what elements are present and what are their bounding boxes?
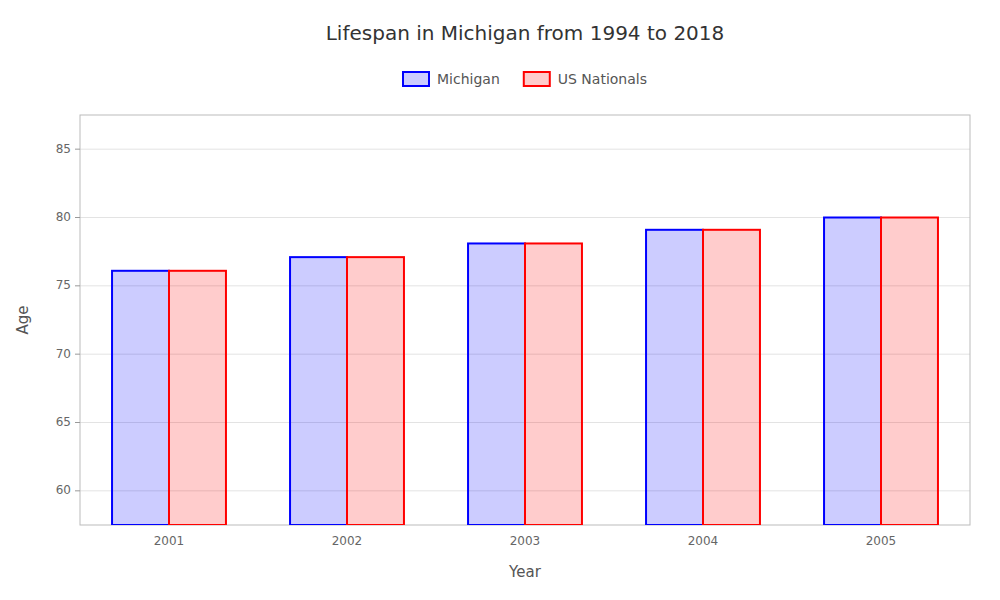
bar <box>290 257 347 525</box>
chart-container: 60 65 70 75 80 85 2001 2002 2003 2004 2005 Lifespan… <box>0 0 1000 600</box>
bar <box>703 230 760 525</box>
legend-label: Michigan <box>437 71 500 87</box>
x-tick-label: 2002 <box>332 534 363 548</box>
bar <box>112 271 169 525</box>
bar <box>525 243 582 525</box>
x-tick-label: 2003 <box>510 534 541 548</box>
chart: 60 65 70 75 80 85 2001 2002 2003 2004 2005 Lifespan… <box>0 0 1000 600</box>
y-tick <box>75 354 80 355</box>
y-tick-label: 70 <box>56 347 71 361</box>
bar <box>169 271 226 525</box>
title: Lifespan in Michigan from 1994 to 2018 <box>326 21 725 45</box>
legend-label: US Nationals <box>558 71 647 87</box>
y-tick <box>75 149 80 150</box>
x-tick-label: 2005 <box>866 534 897 548</box>
legend-swatch <box>403 72 429 86</box>
y-axis-label: Age <box>14 305 32 334</box>
y-tick <box>75 490 80 491</box>
y-tick-label: 75 <box>56 278 71 292</box>
y-tick-label: 65 <box>56 415 71 429</box>
bar <box>824 218 881 526</box>
x-tick-label: 2001 <box>154 534 185 548</box>
bar <box>347 257 404 525</box>
bar <box>468 243 525 525</box>
plot-frame <box>80 115 970 525</box>
y-tick-label: 60 <box>56 483 71 497</box>
legend: Michigan US Nationals <box>403 71 647 87</box>
legend-item: Michigan <box>403 71 500 87</box>
bars <box>112 218 938 526</box>
y-tick-label: 85 <box>56 142 71 156</box>
legend-swatch <box>524 72 550 86</box>
x-axis: 2001 2002 2003 2004 2005 <box>154 534 897 548</box>
y-tick <box>75 285 80 286</box>
y-tick <box>75 422 80 423</box>
series <box>112 218 881 526</box>
x-tick-label: 2004 <box>688 534 719 548</box>
y-axis: 60 65 70 75 80 85 <box>56 142 80 498</box>
y-tick <box>75 217 80 218</box>
bar <box>646 230 703 525</box>
x-axis-label: Year <box>508 563 542 581</box>
grid-line <box>80 149 970 150</box>
bar <box>881 218 938 526</box>
series <box>169 218 938 526</box>
y-tick-label: 80 <box>56 210 71 224</box>
legend-item: US Nationals <box>524 71 647 87</box>
